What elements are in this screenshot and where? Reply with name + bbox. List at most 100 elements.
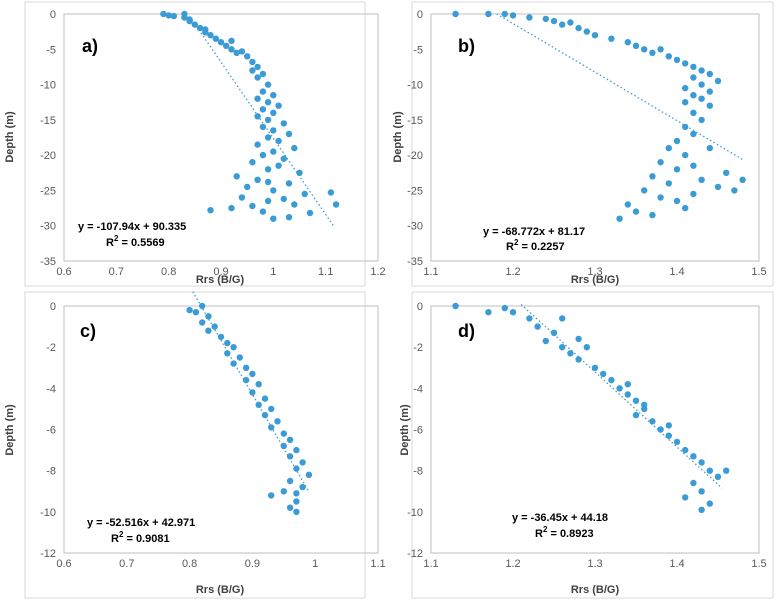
data-point — [286, 504, 294, 511]
data-point — [286, 436, 294, 443]
data-point — [583, 28, 590, 35]
data-point — [264, 134, 272, 141]
y-axis-label: Depth (m) — [4, 404, 16, 456]
chart-panel-d: 1.1 1.2 1.3 1.4 1.5 0 -2 -4 -6 -8 -10 -12 Rrs (B/G) D… — [399, 291, 774, 599]
data-point — [238, 48, 246, 55]
data-point — [223, 42, 230, 49]
r-squared-value: = 0.9081 — [123, 533, 169, 545]
data-point — [731, 187, 738, 194]
data-point — [509, 309, 517, 316]
y-tick-label: -4 — [413, 383, 423, 395]
data-point — [242, 376, 250, 384]
data-point — [211, 323, 218, 330]
data-point — [657, 46, 664, 53]
data-point — [673, 137, 681, 145]
data-point — [270, 187, 277, 194]
y-tick-label: -10 — [40, 507, 56, 519]
x-tick-label: 1.2 — [370, 266, 385, 278]
data-point — [706, 70, 713, 78]
data-point — [485, 309, 492, 316]
data-point — [714, 183, 722, 191]
data-point — [275, 137, 282, 145]
x-tick-label: 0.6 — [56, 266, 71, 278]
x-tick-label: 0.7 — [119, 558, 134, 570]
data-point — [690, 92, 697, 99]
data-point — [217, 39, 225, 46]
data-point — [285, 214, 293, 221]
r-squared-value: = 0.8923 — [547, 528, 593, 540]
trendline — [192, 291, 310, 492]
data-point — [698, 459, 705, 466]
data-point — [706, 467, 713, 474]
y-tick-label: 0 — [417, 301, 423, 313]
data-point — [274, 418, 281, 425]
data-point — [616, 385, 623, 392]
data-point — [641, 187, 648, 194]
data-point — [280, 120, 287, 127]
y-tick-label: -10 — [407, 80, 423, 92]
data-point — [682, 84, 689, 92]
y-tick-label: -20 — [407, 150, 423, 162]
data-point — [509, 12, 517, 19]
data-point — [270, 148, 277, 155]
data-point — [181, 14, 188, 21]
data-point — [690, 190, 697, 198]
data-point — [690, 130, 697, 138]
y-tick-label: -5 — [413, 44, 423, 56]
r-squared: R2 = 0.8923 — [535, 525, 594, 540]
data-point — [682, 446, 689, 454]
data-point — [550, 329, 558, 336]
data-point — [501, 304, 508, 312]
data-point — [632, 411, 640, 419]
data-point — [698, 506, 705, 513]
y-tick-label: -35 — [407, 256, 423, 268]
x-tick-label: 0.6 — [56, 558, 71, 570]
data-point — [301, 190, 308, 198]
trendline-equation: y = -52.516x + 42.971 — [87, 517, 195, 529]
y-tick-label: -4 — [46, 383, 56, 395]
plot-area — [63, 305, 379, 554]
data-point — [649, 49, 656, 56]
data-point — [285, 130, 293, 138]
data-point — [665, 422, 672, 429]
data-point — [591, 32, 599, 39]
data-point — [280, 430, 287, 437]
plot-area — [430, 13, 760, 262]
data-point — [632, 42, 640, 49]
data-point — [280, 195, 287, 203]
data-point — [293, 508, 300, 515]
chart-panel-c: 0.6 0.7 0.8 0.9 1 1.1 0 -2 -4 -6 -8 -10 -12 Rrs (B/G)… — [4, 291, 386, 599]
data-point — [714, 77, 722, 85]
x-tick-label: 1.2 — [505, 266, 520, 278]
data-point — [706, 500, 713, 507]
y-axis-label: Depth (m) — [4, 111, 16, 163]
x-tick-label: 1.5 — [751, 266, 766, 278]
data-point — [244, 183, 251, 191]
data-point — [624, 39, 631, 46]
data-point — [224, 339, 231, 347]
data-point — [682, 99, 689, 106]
data-point — [698, 95, 705, 102]
data-point — [608, 35, 615, 42]
chart-panel-a: 0.6 0.7 0.8 0.9 1 1.1 1.2 0 -5 -10 -15 -20 -25 -30 -35… — [4, 1, 386, 287]
data-point — [228, 46, 235, 53]
data-point — [286, 453, 294, 460]
data-point — [270, 109, 277, 117]
data-point — [165, 12, 172, 19]
data-point — [665, 53, 672, 60]
data-point — [690, 479, 697, 487]
data-point — [723, 467, 730, 474]
data-point — [291, 201, 298, 208]
data-point — [261, 395, 269, 402]
data-point — [202, 29, 209, 36]
y-tick-label: -5 — [46, 44, 56, 56]
data-point — [238, 194, 246, 201]
chart-frame — [411, 291, 774, 599]
y-tick-label: -10 — [40, 80, 56, 92]
data-point — [723, 169, 730, 176]
y-tick-label: -6 — [413, 425, 423, 437]
data-point — [575, 24, 582, 32]
r-squared-symbol: R — [535, 528, 543, 540]
data-point — [452, 10, 459, 18]
data-point — [682, 151, 689, 159]
